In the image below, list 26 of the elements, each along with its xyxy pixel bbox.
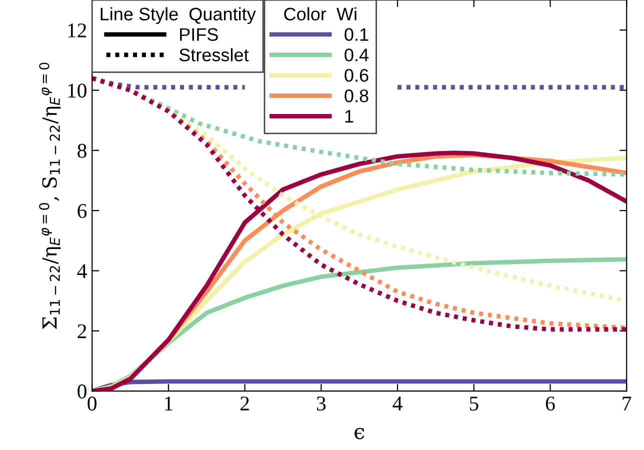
x-tick-label: 7 [622, 396, 632, 410]
legend-label: 0.4 [344, 48, 369, 62]
legend-label: 1 [345, 110, 354, 123]
legend-label: 0.6 [344, 69, 368, 82]
y-tick-label: 8 [78, 144, 86, 158]
y-tick-label: 10 [68, 84, 86, 98]
x-tick-label: 0 [88, 396, 97, 411]
x-tick-label: 1 [165, 396, 172, 410]
y-tick-label: 4 [77, 264, 87, 278]
legend-label: 0.1 [344, 28, 368, 41]
x-tick-label: 5 [470, 396, 478, 411]
legend-label: 0.8 [344, 89, 368, 102]
annotation: Stresslet [179, 48, 249, 62]
text: Color Wi [284, 7, 356, 20]
y-tick-label: 2 [78, 324, 86, 338]
x-tick-label: 3 [316, 396, 326, 411]
text: Line Style Quantity [100, 7, 256, 24]
y-tick-label: 6 [78, 204, 87, 218]
x-tick-label: 4 [392, 396, 402, 410]
x-tick-label: 6 [546, 396, 555, 411]
y-tick-label: 12 [68, 24, 86, 38]
text: Σ$_{11−22}$/η$_{E}$$^{φ=0}$, S$_{11−22}$/η$_{E}$$^{φ=0}$ [39, 62, 61, 330]
x-tick-label: 2 [240, 396, 249, 410]
y-tick-label: 0 [78, 384, 86, 398]
x-axis-title: ϵ [354, 428, 364, 440]
annotation: PIFS [180, 28, 218, 41]
